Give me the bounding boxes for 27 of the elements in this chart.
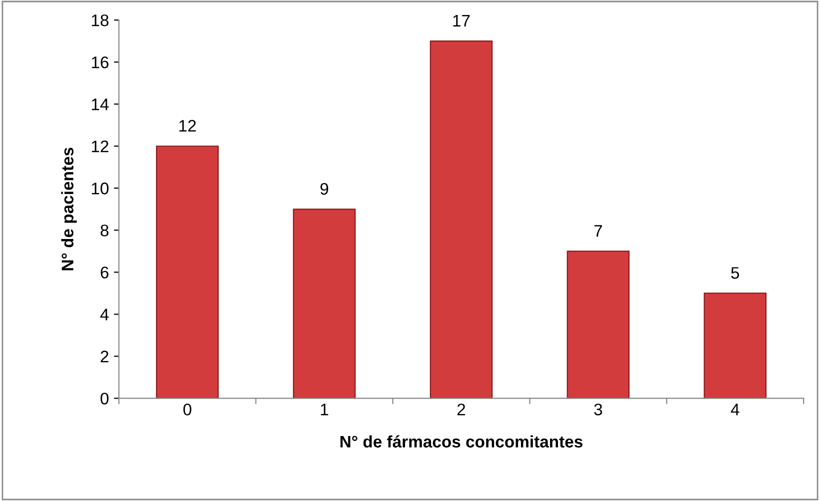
x-tick-label: 2 xyxy=(457,404,466,416)
y-tick-label: 12 xyxy=(92,140,108,152)
data-label: 5 xyxy=(731,267,740,279)
data-label: 9 xyxy=(320,182,328,195)
data-label: 7 xyxy=(594,225,602,237)
y-axis-title: N° de pacientes xyxy=(61,148,77,270)
y-tick-label: 16 xyxy=(92,56,108,68)
bar xyxy=(704,292,766,398)
x-tick-label: 1 xyxy=(320,404,328,416)
bar xyxy=(566,250,630,398)
y-tick-label: 2 xyxy=(100,350,108,362)
x-tick-label: 0 xyxy=(183,404,192,416)
y-tick-label: 14 xyxy=(92,98,109,110)
y-tick-label: 6 xyxy=(100,266,108,278)
y-tick-label: 18 xyxy=(92,14,108,26)
y-tick-label: 8 xyxy=(100,224,108,236)
y-tick-label: 0 xyxy=(100,392,109,404)
y-tick-label: 10 xyxy=(92,182,109,194)
x-axis-title: N° de fármacos concomitantes xyxy=(340,435,582,448)
y-tick-label: 4 xyxy=(100,308,109,320)
x-tick-label: 3 xyxy=(594,404,602,416)
bar xyxy=(292,208,356,398)
data-label: 12 xyxy=(179,120,196,132)
x-tick-label: 4 xyxy=(730,404,740,416)
bar xyxy=(156,146,219,398)
data-label: 17 xyxy=(453,15,470,26)
bar xyxy=(430,40,493,398)
